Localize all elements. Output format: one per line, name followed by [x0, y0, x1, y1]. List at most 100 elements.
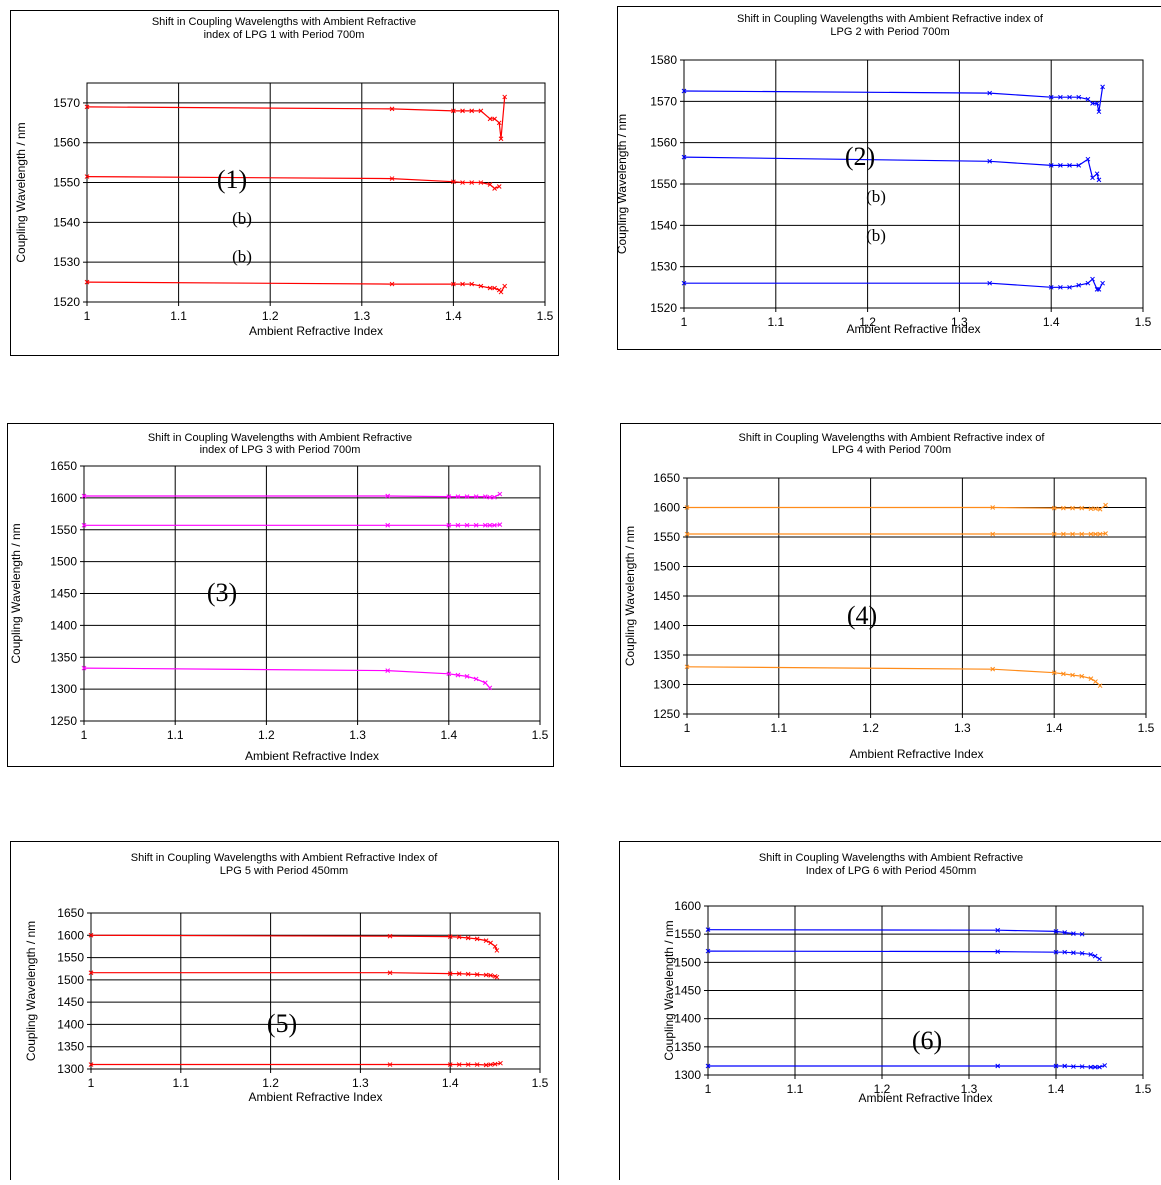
y-tick-label: 1550 — [53, 176, 80, 190]
chart-frame — [621, 424, 1161, 767]
chart-title: LPG 2 with Period 700m — [830, 26, 949, 38]
y-tick-label: 1580 — [650, 53, 677, 67]
y-tick-label: 1400 — [653, 619, 680, 633]
x-tick-label: 1 — [684, 721, 691, 735]
chart-annotation: (b) — [866, 187, 886, 206]
chart-annotation: (2) — [845, 142, 875, 171]
chart-title: Shift in Coupling Wavelengths with Ambie… — [739, 432, 1046, 444]
y-tick-label: 1560 — [650, 136, 677, 150]
chart-title: index of LPG 3 with Period 700m — [200, 444, 361, 456]
y-tick-label: 1450 — [674, 984, 701, 998]
x-tick-label: 1 — [84, 309, 91, 323]
chart-annotation: (b) — [866, 226, 886, 245]
x-tick-label: 1.1 — [787, 1082, 804, 1096]
y-axis-label: Coupling Wavelength / nm — [623, 526, 637, 666]
y-tick-label: 1600 — [653, 501, 680, 515]
x-tick-label: 1.5 — [1135, 1082, 1152, 1096]
y-tick-label: 1400 — [57, 1017, 84, 1031]
chart-6: Shift in Coupling Wavelengths with Ambie… — [620, 842, 1161, 1181]
y-tick-label: 1560 — [53, 136, 80, 150]
x-tick-label: 1.2 — [258, 728, 275, 742]
series-line-2 — [84, 525, 500, 526]
x-tick-label: 1.1 — [170, 309, 187, 323]
y-tick-label: 1650 — [50, 459, 77, 473]
x-tick-label: 1.2 — [262, 309, 279, 323]
y-tick-label: 1570 — [53, 96, 80, 110]
y-tick-label: 1400 — [50, 618, 77, 632]
y-tick-label: 1550 — [57, 951, 84, 965]
x-tick-label: 1.4 — [440, 728, 457, 742]
y-tick-label: 1250 — [653, 707, 680, 721]
chart-annotation: (1) — [217, 165, 247, 194]
chart-title: index of LPG 1 with Period 700m — [204, 29, 365, 41]
y-tick-label: 1500 — [50, 555, 77, 569]
x-tick-label: 1.1 — [770, 721, 787, 735]
x-tick-label: 1.4 — [1048, 1082, 1065, 1096]
y-tick-label: 1650 — [57, 906, 84, 920]
y-axis-label: Coupling Wavelength / nm — [24, 921, 38, 1061]
x-axis-label: Ambient Refractive Index — [849, 747, 983, 761]
y-tick-label: 1500 — [57, 973, 84, 987]
chart-3: Shift in Coupling Wavelengths with Ambie… — [8, 424, 554, 767]
y-tick-label: 1300 — [653, 678, 680, 692]
y-tick-label: 1520 — [650, 301, 677, 315]
x-tick-label: 1.5 — [1138, 721, 1155, 735]
x-axis-label: Ambient Refractive Index — [846, 322, 980, 336]
y-tick-label: 1540 — [53, 215, 80, 229]
chart-title: Shift in Coupling Wavelengths with Ambie… — [131, 852, 438, 864]
chart-title: Shift in Coupling Wavelengths with Ambie… — [759, 852, 1023, 864]
x-tick-label: 1 — [81, 728, 88, 742]
chart-title: LPG 4 with Period 700m — [832, 444, 951, 456]
x-tick-label: 1.4 — [442, 1076, 459, 1090]
y-axis-label: Coupling Wavelength / nm — [14, 122, 28, 262]
x-tick-label: 1.5 — [1135, 315, 1152, 329]
y-tick-label: 1550 — [50, 523, 77, 537]
y-tick-label: 1400 — [674, 1012, 701, 1026]
x-axis-label: Ambient Refractive Index — [245, 749, 379, 763]
x-axis-label: Ambient Refractive Index — [858, 1091, 992, 1105]
y-tick-label: 1600 — [50, 491, 77, 505]
y-tick-label: 1450 — [57, 995, 84, 1009]
x-tick-label: 1.2 — [262, 1076, 279, 1090]
x-tick-label: 1.3 — [353, 309, 370, 323]
y-tick-label: 1530 — [650, 260, 677, 274]
y-tick-label: 1600 — [674, 899, 701, 913]
chart-annotation: (b) — [232, 209, 252, 228]
chart-2: Shift in Coupling Wavelengths with Ambie… — [615, 7, 1161, 350]
x-tick-label: 1 — [88, 1076, 95, 1090]
y-tick-label: 1350 — [674, 1040, 701, 1054]
x-tick-label: 1.1 — [767, 315, 784, 329]
y-tick-label: 1600 — [57, 928, 84, 942]
y-tick-label: 1250 — [50, 714, 77, 728]
x-tick-label: 1.1 — [172, 1076, 189, 1090]
x-tick-label: 1.3 — [954, 721, 971, 735]
x-axis-label: Ambient Refractive Index — [248, 1090, 382, 1104]
y-tick-label: 1570 — [650, 94, 677, 108]
y-tick-label: 1350 — [653, 648, 680, 662]
y-tick-label: 1540 — [650, 218, 677, 232]
x-tick-label: 1.3 — [349, 728, 366, 742]
y-tick-label: 1500 — [653, 560, 680, 574]
y-tick-label: 1450 — [653, 589, 680, 603]
y-axis-label: Coupling Wavelength / nm — [9, 523, 23, 663]
x-tick-label: 1 — [681, 315, 688, 329]
y-tick-label: 1300 — [57, 1062, 84, 1076]
chart-5: Shift in Coupling Wavelengths with Ambie… — [11, 842, 559, 1181]
y-tick-label: 1450 — [50, 587, 77, 601]
chart-title: Shift in Coupling Wavelengths with Ambie… — [152, 16, 416, 28]
x-tick-label: 1.4 — [445, 309, 462, 323]
chart-title: LPG 5 with Period 450mm — [220, 865, 348, 877]
y-axis-label: Coupling Wavelength / nm — [615, 114, 629, 254]
x-tick-label: 1 — [705, 1082, 712, 1096]
chart-annotation: (b) — [232, 247, 252, 266]
x-axis-label: Ambient Refractive Index — [249, 324, 383, 338]
chart-1: Shift in Coupling Wavelengths with Ambie… — [11, 11, 559, 356]
x-tick-label: 1.2 — [862, 721, 879, 735]
x-tick-label: 1.1 — [167, 728, 184, 742]
chart-annotation: (5) — [267, 1009, 297, 1038]
chart-frame — [618, 7, 1161, 350]
chart-annotation: (3) — [207, 578, 237, 607]
